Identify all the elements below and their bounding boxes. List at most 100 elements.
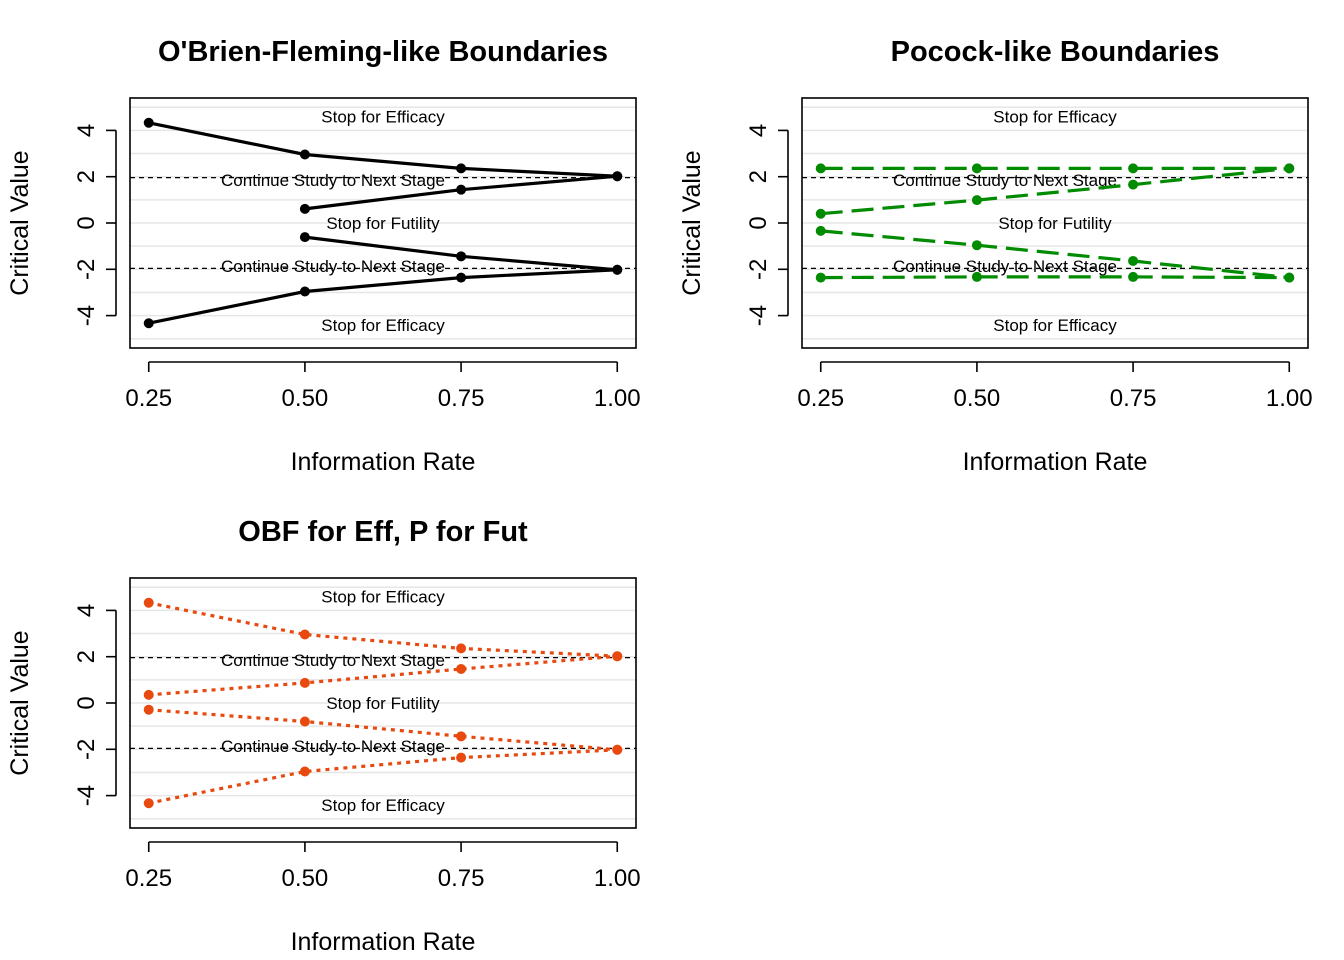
panel-title: OBF for Eff, P for Fut (238, 516, 528, 548)
data-point (299, 286, 310, 297)
region-annotation: Stop for Efficacy (993, 316, 1117, 335)
series-line (148, 268, 618, 325)
y-tick-label: 0 (745, 216, 772, 229)
data-point (971, 240, 982, 251)
data-point (456, 272, 467, 283)
data-point (299, 766, 310, 777)
data-point (143, 689, 154, 700)
x-axis-title: Information Rate (291, 928, 476, 956)
y-axis-title: Critical Value (678, 150, 706, 295)
data-point (299, 629, 310, 640)
x-tick-label: 1.00 (594, 385, 641, 412)
x-tick-label: 1.00 (1266, 385, 1313, 412)
data-point (971, 163, 982, 174)
x-axis-title: Information Rate (291, 448, 476, 476)
data-point (143, 597, 154, 608)
x-axis-title: Information Rate (963, 448, 1148, 476)
y-tick-label: 0 (73, 696, 100, 709)
data-point (612, 171, 623, 182)
region-annotation: Continue Study to Next Stage (221, 651, 445, 670)
region-annotation: Stop for Futility (326, 694, 440, 713)
y-tick-label: 4 (73, 604, 100, 617)
data-point (1128, 255, 1139, 266)
data-point (1128, 163, 1139, 174)
y-tick-label: 4 (745, 124, 772, 137)
data-point (456, 163, 467, 174)
x-tick-label: 0.50 (282, 385, 329, 412)
chart-panel-pocock: Pocock-like Boundaries Information Rate … (678, 36, 1313, 476)
y-tick-label: -2 (745, 259, 772, 280)
region-annotation: Stop for Efficacy (321, 796, 445, 815)
x-tick-label: 0.25 (797, 385, 844, 412)
x-tick-label: 0.25 (125, 865, 172, 892)
data-point (456, 752, 467, 763)
data-point (815, 163, 826, 174)
data-point (299, 149, 310, 160)
y-axis-title: Critical Value (6, 630, 34, 775)
series-line (820, 166, 1290, 216)
data-point (299, 203, 310, 214)
plot-frame (801, 97, 1309, 349)
data-point (143, 704, 154, 715)
region-annotation: Continue Study to Next Stage (221, 257, 445, 276)
data-point (299, 716, 310, 727)
panel-title: Pocock-like Boundaries (891, 36, 1220, 68)
y-tick-label: 2 (73, 650, 100, 663)
region-annotation: Stop for Futility (998, 214, 1112, 233)
plot-frame (129, 97, 637, 349)
data-point (299, 677, 310, 688)
series-line (148, 708, 618, 752)
series-line (820, 229, 1290, 280)
series-line (148, 601, 618, 658)
data-point (815, 272, 826, 283)
data-point (971, 271, 982, 282)
x-tick-label: 0.75 (1110, 385, 1157, 412)
x-tick-label: 0.50 (954, 385, 1001, 412)
y-tick-label: 0 (73, 216, 100, 229)
data-point (1284, 272, 1295, 283)
data-point (299, 232, 310, 243)
chart-panel-obf-eff-p-fut: OBF for Eff, P for Fut Information Rate … (6, 516, 641, 956)
x-tick-label: 1.00 (594, 865, 641, 892)
data-point (456, 663, 467, 674)
data-point (143, 318, 154, 329)
data-point (612, 744, 623, 755)
region-annotation: Continue Study to Next Stage (893, 257, 1117, 276)
series-line (148, 654, 618, 697)
data-point (815, 208, 826, 219)
y-tick-label: -2 (73, 739, 100, 760)
y-axis-title: Critical Value (6, 150, 34, 295)
data-point (456, 643, 467, 654)
region-annotation: Continue Study to Next Stage (221, 737, 445, 756)
data-point (1128, 179, 1139, 190)
chart-panel-obf: O'Brien-Fleming-like Boundaries Informat… (6, 36, 641, 476)
region-annotation: Stop for Efficacy (993, 108, 1117, 127)
region-annotation: Continue Study to Next Stage (221, 171, 445, 190)
data-point (815, 225, 826, 236)
data-point (456, 184, 467, 195)
data-point (143, 117, 154, 128)
y-tick-label: 4 (73, 124, 100, 137)
panel-title: O'Brien-Fleming-like Boundaries (158, 36, 608, 68)
data-point (971, 195, 982, 206)
y-tick-label: 2 (745, 170, 772, 183)
region-annotation: Stop for Efficacy (321, 588, 445, 607)
region-annotation: Stop for Futility (326, 214, 440, 233)
data-point (143, 798, 154, 809)
series-line (148, 121, 618, 178)
y-tick-label: -4 (73, 785, 100, 806)
x-tick-label: 0.75 (438, 385, 485, 412)
series-line (148, 748, 618, 805)
data-point (1128, 271, 1139, 282)
data-point (612, 651, 623, 662)
x-tick-label: 0.25 (125, 385, 172, 412)
data-point (456, 731, 467, 742)
plot-frame (129, 577, 637, 829)
x-tick-label: 0.50 (282, 865, 329, 892)
y-tick-label: -4 (745, 305, 772, 326)
x-tick-label: 0.75 (438, 865, 485, 892)
y-tick-label: -2 (73, 259, 100, 280)
data-point (612, 264, 623, 275)
